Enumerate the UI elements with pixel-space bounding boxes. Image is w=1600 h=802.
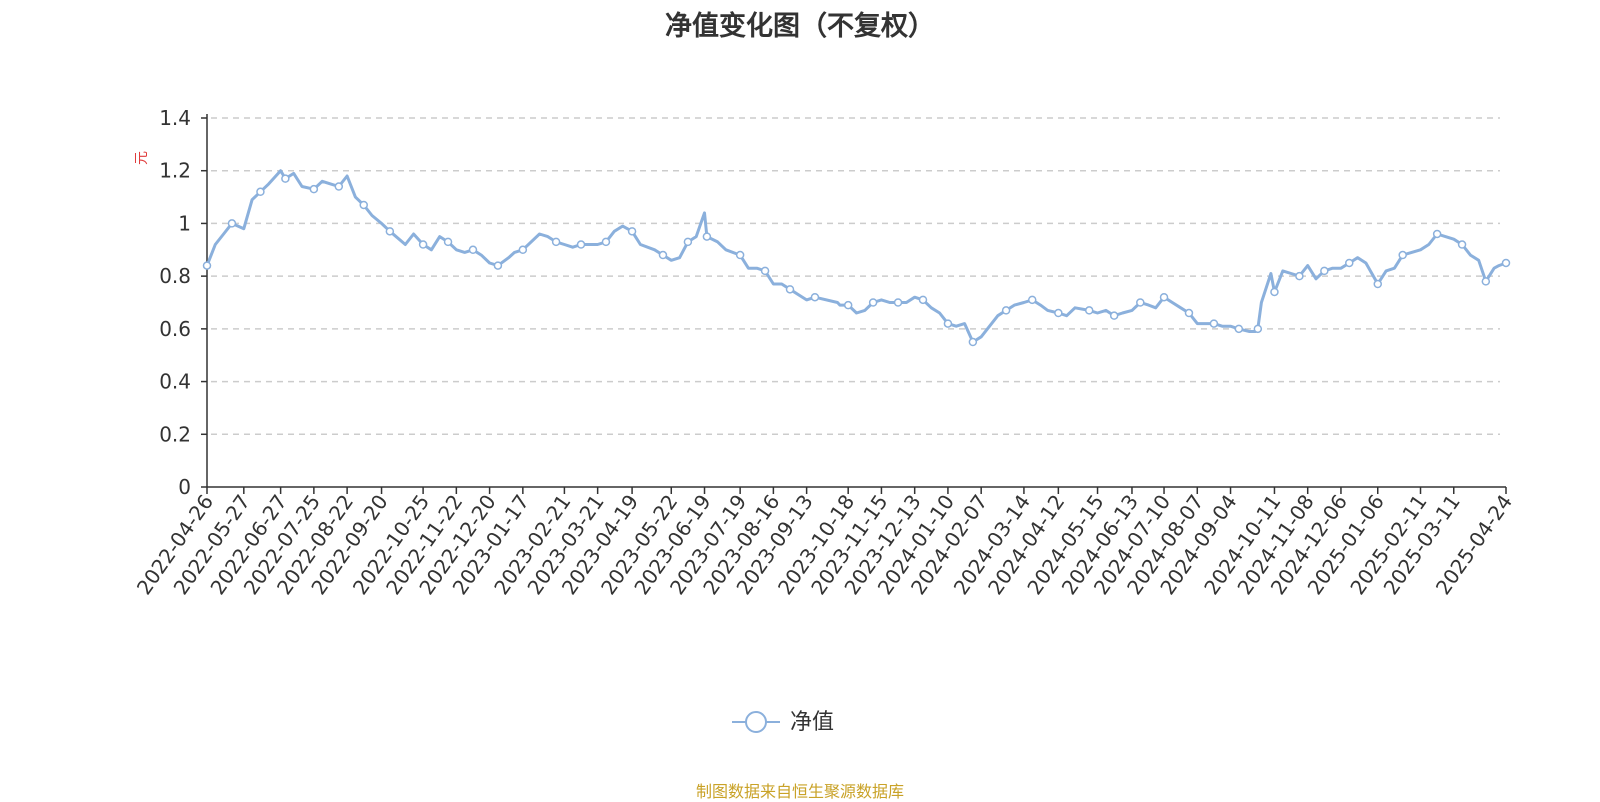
data-point xyxy=(893,298,903,307)
data-point xyxy=(227,219,237,228)
data-point xyxy=(918,295,928,305)
data-point xyxy=(702,232,712,241)
data-point xyxy=(1270,287,1279,297)
data-point xyxy=(1398,250,1407,260)
data-point xyxy=(493,261,503,270)
grid-lines xyxy=(211,117,1500,436)
data-point xyxy=(943,319,953,328)
data-point xyxy=(1295,271,1304,281)
y-tick-label: 1 xyxy=(178,211,191,235)
series-layer xyxy=(202,169,1511,347)
data-point xyxy=(968,337,978,347)
data-point xyxy=(843,300,853,310)
data-point xyxy=(1432,229,1442,239)
legend[interactable]: 净值 xyxy=(732,710,834,735)
data-point xyxy=(735,250,745,260)
data-point xyxy=(1054,308,1063,318)
data-point xyxy=(518,245,528,255)
data-point xyxy=(1027,295,1037,305)
data-point xyxy=(658,250,668,260)
data-point xyxy=(1373,279,1383,289)
data-point xyxy=(1345,258,1354,268)
y-tick-label: 0.8 xyxy=(159,264,191,288)
data-point xyxy=(810,292,820,302)
data-point xyxy=(601,237,611,247)
y-tick-label: 1.2 xyxy=(159,159,191,183)
data-point xyxy=(760,266,770,276)
data-point xyxy=(683,237,693,247)
data-point xyxy=(1159,292,1169,302)
axes: 00.20.40.60.811.21.42022-04-262022-05-27… xyxy=(132,106,1517,599)
data-point xyxy=(443,237,453,247)
data-point xyxy=(468,245,478,255)
data-point xyxy=(256,187,265,197)
legend-label: 净值 xyxy=(790,710,834,735)
data-point xyxy=(1084,306,1094,315)
data-point xyxy=(359,200,368,210)
y-axis-label: 元 xyxy=(134,151,150,165)
y-tick-label: 0.4 xyxy=(159,370,191,394)
data-point xyxy=(1234,324,1244,334)
data-point xyxy=(1501,258,1511,268)
data-point xyxy=(1320,266,1329,276)
data-point xyxy=(785,285,795,294)
data-source-note: 制图数据来自恒生聚源数据库 xyxy=(695,782,904,801)
data-point xyxy=(202,261,212,270)
y-tick-label: 1.4 xyxy=(159,106,191,130)
data-point xyxy=(385,227,395,236)
data-point xyxy=(627,227,637,236)
data-point xyxy=(281,174,290,183)
data-point xyxy=(868,298,878,307)
data-point xyxy=(1457,240,1467,249)
data-point xyxy=(1253,324,1263,334)
data-point xyxy=(1481,277,1491,286)
data-point xyxy=(551,237,561,247)
y-tick-label: 0 xyxy=(178,475,191,499)
series-line xyxy=(205,169,1507,344)
data-point xyxy=(576,240,586,249)
data-point xyxy=(309,184,319,194)
data-point xyxy=(1109,311,1119,320)
data-point xyxy=(334,182,344,191)
y-tick-label: 0.2 xyxy=(159,422,191,446)
data-point xyxy=(1001,306,1011,315)
data-point xyxy=(1209,319,1219,328)
data-point xyxy=(1136,298,1145,307)
data-point xyxy=(418,240,428,249)
chart-title: 净值变化图（不复权） xyxy=(665,11,935,42)
data-point xyxy=(1184,308,1194,318)
y-tick-label: 0.6 xyxy=(159,317,191,341)
legend-marker xyxy=(745,711,767,733)
